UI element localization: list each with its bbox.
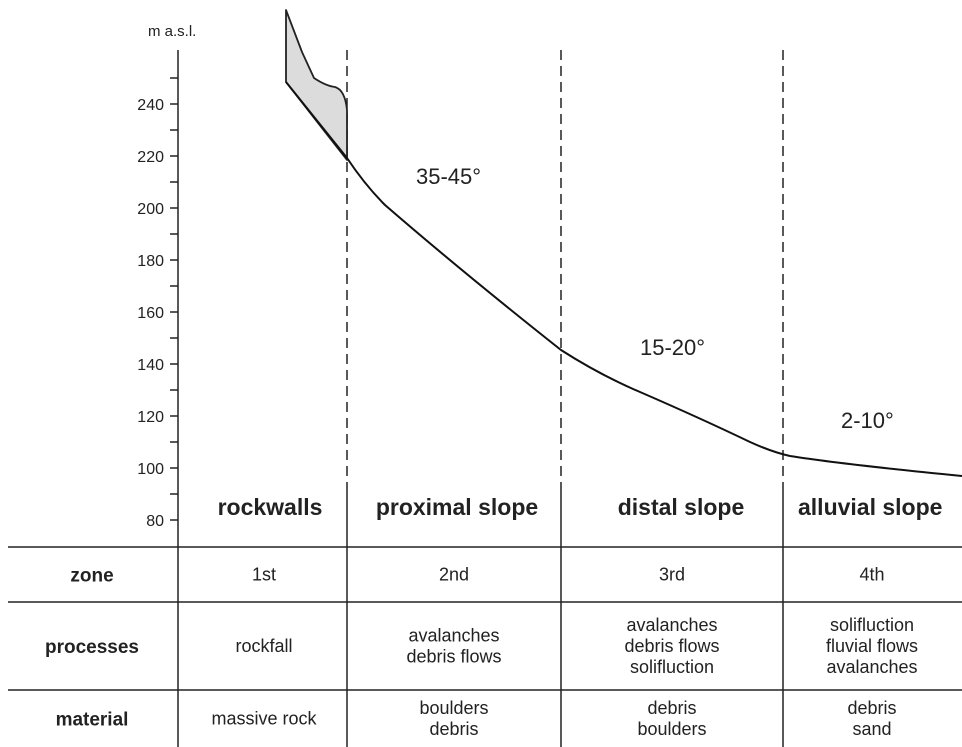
table-cell-material: debris	[429, 719, 478, 739]
table-cell-processes: solifluction	[830, 615, 914, 635]
table-cell-zone: 3rd	[659, 565, 685, 585]
axis-tick-label: 240	[137, 97, 164, 114]
axis-tick-label: 220	[137, 149, 164, 166]
table-cell-zone: 4th	[859, 565, 884, 585]
table-cell-processes: solifluction	[630, 657, 714, 677]
row-header-material: material	[56, 710, 129, 731]
angle-label-proximal: 35-45°	[416, 164, 481, 189]
angle-label-alluvial: 2-10°	[841, 408, 894, 433]
elevation-axis: m a.s.l. 240 220 200 180 160 140 120 100 80	[137, 23, 196, 547]
table-cell-zone: 2nd	[439, 565, 469, 585]
zone-title-distal-slope: distal slope	[618, 494, 745, 520]
table-cell-processes: avalanches	[626, 615, 717, 635]
table-cell-processes: debris flows	[624, 636, 719, 656]
table-cell-processes: debris flows	[406, 647, 501, 667]
axis-tick-label: 120	[137, 409, 164, 426]
angle-label-distal: 15-20°	[640, 335, 705, 360]
table-cell-material: debris	[847, 698, 896, 718]
properties-table	[8, 492, 962, 747]
table-text: zone 1st 2nd 3rd 4th processes rockfall avalanc…	[45, 565, 918, 740]
rockwall-shape	[285, 9, 348, 161]
axis-tick-label: 100	[137, 461, 164, 478]
slope-profile-line	[285, 81, 962, 477]
table-cell-material: massive rock	[211, 709, 317, 729]
table-cell-material: boulders	[637, 719, 706, 739]
table-cell-material: sand	[852, 719, 891, 739]
axis-tick-label: 140	[137, 357, 164, 374]
axis-unit-label: m a.s.l.	[148, 23, 196, 40]
axis-ticks: 240 220 200 180 160 140 120 100 80	[137, 77, 178, 530]
row-header-zone: zone	[70, 566, 113, 587]
table-cell-material: debris	[647, 698, 696, 718]
row-header-processes: processes	[45, 637, 139, 658]
table-cell-processes: rockfall	[235, 636, 292, 656]
table-cell-processes: avalanches	[826, 657, 917, 677]
zone-title-proximal-slope: proximal slope	[376, 494, 538, 520]
table-cell-material: boulders	[419, 698, 488, 718]
table-cell-processes: fluvial flows	[826, 636, 918, 656]
table-cell-zone: 1st	[252, 565, 276, 585]
zone-title-alluvial-slope: alluvial slope	[798, 494, 942, 520]
table-cell-processes: avalanches	[408, 626, 499, 646]
zone-title-rockwalls: rockwalls	[218, 494, 323, 520]
axis-tick-label: 180	[137, 253, 164, 270]
axis-tick-label: 160	[137, 305, 164, 322]
axis-tick-label: 200	[137, 201, 164, 218]
axis-tick-label: 80	[146, 513, 164, 530]
